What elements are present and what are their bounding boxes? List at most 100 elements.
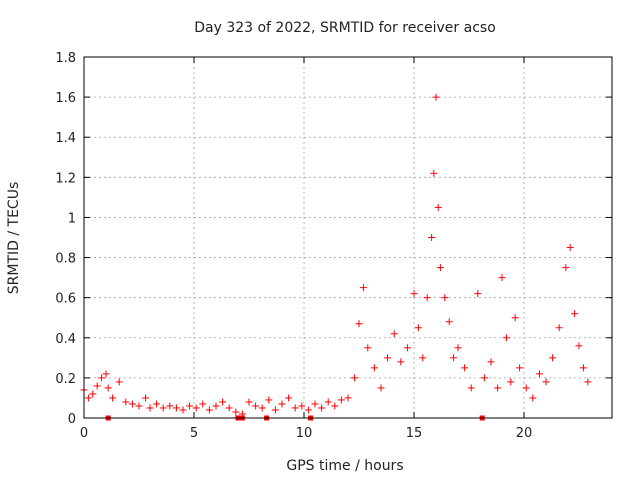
data-point	[511, 314, 519, 322]
data-point	[199, 400, 207, 408]
data-point	[252, 402, 260, 410]
data-point	[351, 374, 359, 382]
x-axis-label: GPS time / hours	[286, 458, 403, 474]
data-point	[507, 378, 515, 386]
data-points	[80, 93, 592, 421]
data-point	[142, 394, 150, 402]
data-point	[370, 364, 378, 372]
data-point	[265, 396, 273, 404]
data-point	[104, 384, 112, 392]
y-tick-label: 1.2	[55, 171, 76, 186]
data-point	[192, 404, 200, 412]
y-tick-label: 1.8	[55, 51, 76, 66]
data-point	[225, 404, 233, 412]
data-point	[428, 234, 436, 241]
data-point	[135, 402, 143, 410]
data-point	[179, 406, 187, 414]
data-point	[467, 384, 475, 392]
data-point	[285, 394, 293, 402]
data-point	[93, 382, 101, 390]
data-point	[311, 400, 319, 408]
data-point	[516, 364, 524, 372]
x-tick-label: 5	[190, 426, 198, 441]
data-point	[445, 318, 453, 326]
data-point	[84, 394, 92, 402]
data-point	[529, 394, 537, 402]
data-point	[384, 354, 392, 362]
y-tick-label: 1	[68, 211, 76, 226]
data-point	[575, 342, 583, 350]
y-tick-label: 1.6	[55, 91, 76, 106]
data-point	[423, 294, 431, 302]
data-point	[414, 324, 422, 332]
data-point	[153, 400, 161, 408]
data-point	[410, 290, 418, 298]
data-point	[232, 408, 240, 416]
data-point	[115, 378, 123, 386]
y-tick-label: 0	[68, 412, 76, 427]
data-point	[291, 404, 299, 412]
data-point	[450, 354, 458, 362]
data-point	[494, 384, 502, 392]
data-point	[571, 310, 579, 318]
data-point	[337, 396, 345, 404]
data-point	[487, 358, 495, 366]
data-point	[419, 354, 427, 362]
data-point	[278, 400, 286, 408]
data-point	[535, 370, 543, 378]
data-point	[390, 330, 398, 338]
y-tick-label: 1.4	[55, 131, 76, 146]
data-point	[212, 402, 220, 410]
axis-ticks	[83, 56, 612, 419]
data-point	[480, 374, 488, 382]
data-point	[430, 169, 438, 177]
data-point	[359, 284, 367, 292]
data-point	[403, 344, 411, 352]
data-point	[271, 406, 279, 414]
data-point	[298, 402, 306, 410]
data-point	[89, 390, 97, 398]
data-point	[146, 404, 154, 412]
x-tick-label: 0	[80, 426, 88, 441]
data-point	[166, 402, 174, 410]
data-point	[344, 394, 352, 402]
data-point	[434, 203, 442, 211]
x-tick-label: 10	[296, 426, 313, 441]
data-point	[502, 334, 510, 342]
data-point	[498, 274, 506, 282]
data-point	[304, 406, 312, 414]
plot-frame	[83, 56, 613, 419]
data-point	[98, 374, 106, 382]
data-point	[461, 364, 469, 372]
data-point	[102, 370, 110, 378]
chart-title: Day 323 of 2022, SRMTID for receiver acs…	[194, 20, 496, 36]
data-point	[555, 324, 563, 332]
y-tick-labels: 0 0.2 0.4 0.6 0.8 1 1.2 1.4 1.6 1.8	[55, 51, 76, 427]
data-point	[186, 402, 194, 410]
y-axis-label: SRMTID / TECUs	[6, 182, 22, 295]
data-point	[355, 320, 363, 328]
data-point	[584, 378, 592, 386]
data-point	[436, 264, 444, 272]
x-tick-label: 15	[406, 426, 423, 441]
data-point	[397, 358, 405, 366]
data-point	[542, 378, 550, 386]
data-point	[562, 264, 570, 272]
data-point	[128, 400, 136, 408]
data-point	[324, 398, 332, 406]
y-tick-label: 0.6	[55, 292, 76, 307]
data-point	[474, 290, 482, 298]
grid-lines	[84, 57, 612, 418]
data-point	[245, 398, 253, 406]
data-point	[159, 404, 167, 412]
data-point	[172, 404, 180, 412]
data-point	[109, 394, 117, 402]
data-point	[432, 93, 440, 101]
data-point	[377, 384, 385, 392]
data-point	[441, 294, 449, 302]
data-point	[258, 404, 266, 412]
y-tick-label: 0.8	[55, 252, 76, 267]
data-point	[331, 402, 339, 410]
data-point	[454, 344, 462, 352]
